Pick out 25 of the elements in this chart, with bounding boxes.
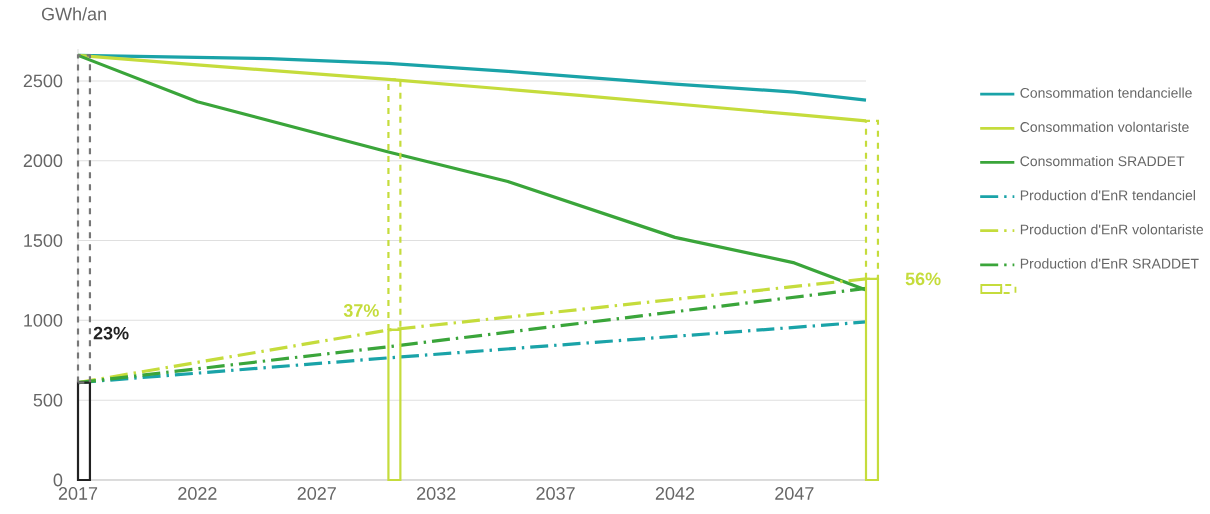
x-tick-label: 2042 xyxy=(655,487,695,500)
x-tick-label: 2032 xyxy=(417,487,456,500)
annotation: 37% xyxy=(343,304,379,317)
legend-label: Production d'EnR tendanciel xyxy=(1020,190,1195,201)
legend-label: Production d'EnR SRADDET xyxy=(1020,258,1199,269)
bar xyxy=(76,54,92,384)
y-tick-label: 2000 xyxy=(23,154,63,168)
y-axis-title: GWh/an xyxy=(41,7,106,21)
y-tick-label: 2500 xyxy=(23,74,63,88)
legend-label: Consommation SRADDET xyxy=(1020,155,1185,167)
y-tick-label: 0 xyxy=(53,473,63,487)
legend-label: Consommation volontariste xyxy=(1020,121,1189,132)
y-tick-label: 1000 xyxy=(24,313,63,327)
bar xyxy=(76,381,92,482)
annotation: 56% xyxy=(905,272,941,286)
legend-label: Consommation tendancielle xyxy=(1020,87,1192,98)
y-tick-label: 500 xyxy=(33,393,63,407)
annotation: 23% xyxy=(93,326,129,340)
x-tick-label: 2027 xyxy=(297,487,336,500)
x-tick-label: 2037 xyxy=(536,487,575,500)
x-tick-label: 2017 xyxy=(58,487,98,500)
legend-label: Production d'EnR volontariste xyxy=(1020,224,1204,235)
x-tick-label: 2047 xyxy=(775,487,814,500)
y-tick-label: 1500 xyxy=(24,234,63,247)
x-tick-label: 2022 xyxy=(178,487,217,500)
